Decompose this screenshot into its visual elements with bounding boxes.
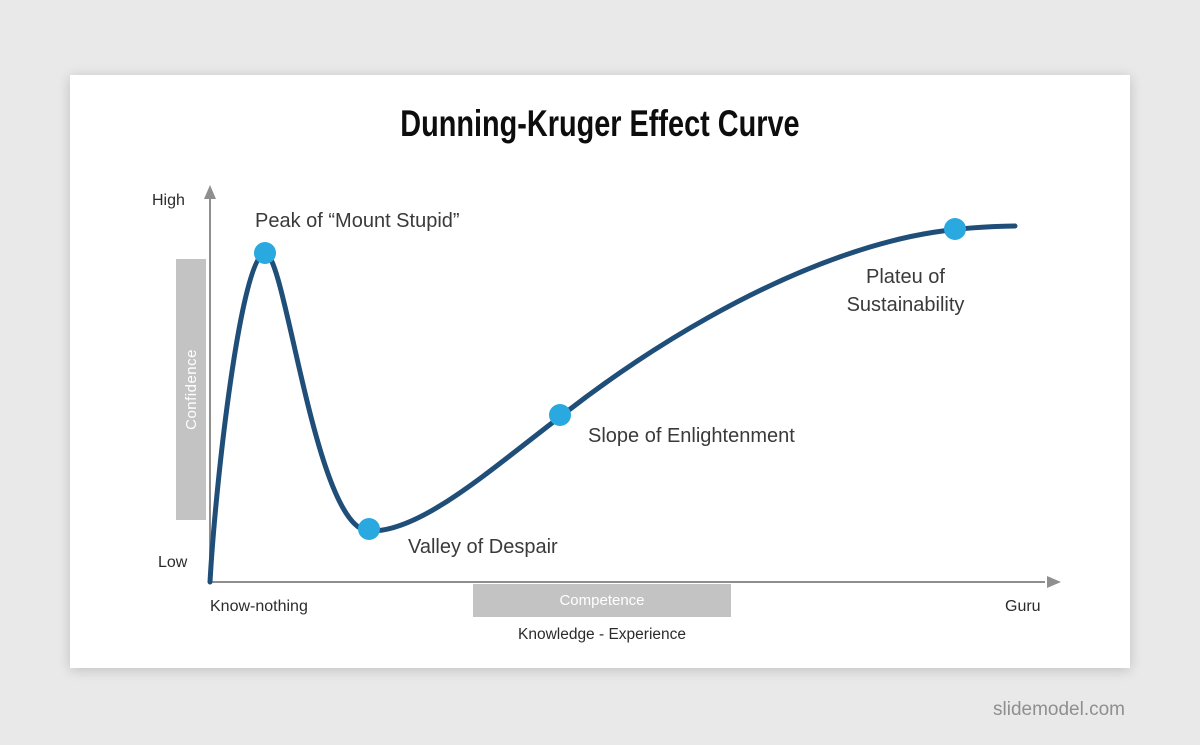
chart-title-text: Dunning-Kruger Effect Curve — [400, 103, 800, 144]
curve-point-marker — [358, 518, 380, 540]
chart-title: Dunning-Kruger Effect Curve — [70, 103, 1130, 145]
y-axis-arrow-icon — [204, 185, 216, 199]
curve-plot — [204, 185, 1061, 588]
curve-markers — [254, 218, 966, 540]
competence-band: Competence — [473, 584, 731, 617]
x-axis-right-label: Guru — [1005, 598, 1041, 615]
confidence-band: Confidence — [176, 259, 206, 520]
competence-band-label: Competence — [559, 592, 645, 609]
curve-point-marker — [254, 242, 276, 264]
y-axis-high-label: High — [152, 192, 185, 209]
x-axis-caption: Knowledge - Experience — [517, 626, 687, 643]
x-axis-left-label: Know-nothing — [210, 598, 308, 615]
peak-label: Peak of “Mount Stupid” — [255, 210, 460, 232]
curve-point-marker — [944, 218, 966, 240]
y-axis-low-label: Low — [158, 554, 188, 571]
plateau-label: Plateu of Sustainability — [846, 266, 965, 316]
watermark: slidemodel.com — [993, 699, 1125, 720]
valley-label: Valley of Despair — [408, 536, 558, 558]
slide: Dunning-Kruger Effect Curve Confidence C… — [70, 75, 1130, 668]
curve-point-marker — [549, 404, 571, 426]
slope-label: Slope of Enlightenment — [588, 425, 795, 447]
dk-curve — [207, 223, 1018, 585]
x-axis-arrow-icon — [1047, 576, 1061, 588]
